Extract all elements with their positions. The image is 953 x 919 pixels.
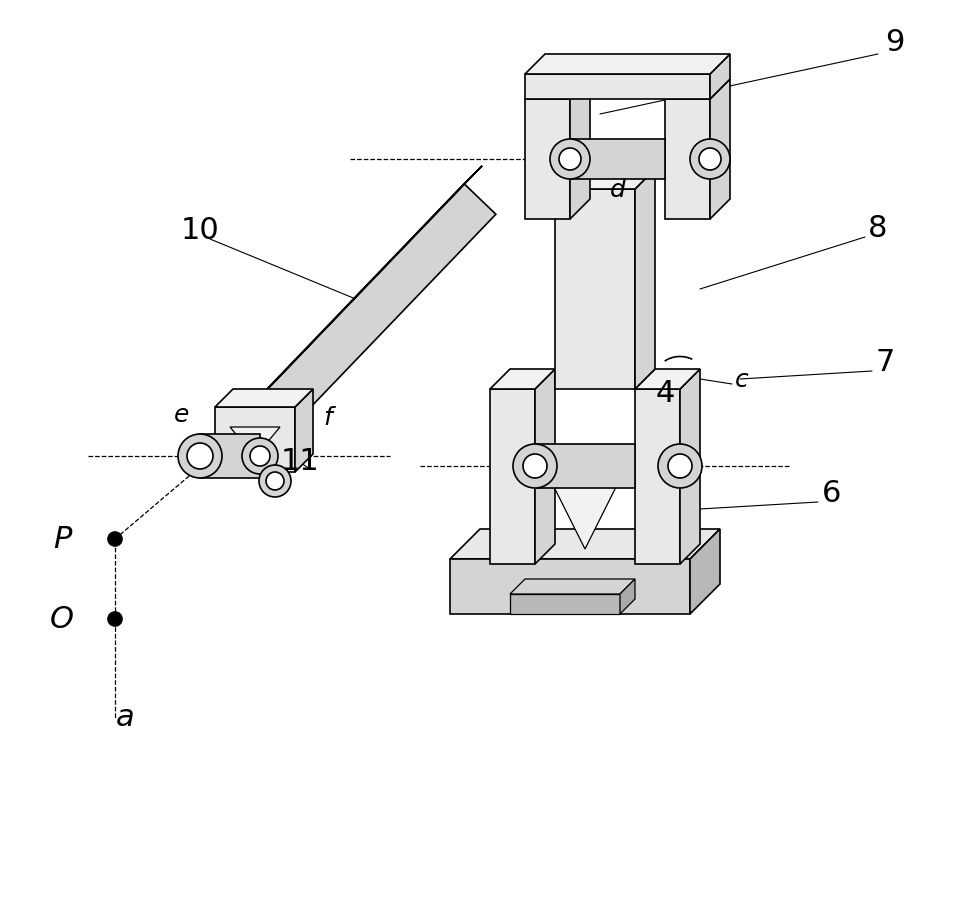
- Circle shape: [108, 532, 122, 547]
- Polygon shape: [490, 390, 535, 564]
- Text: a: a: [115, 703, 134, 732]
- Text: f: f: [323, 405, 332, 429]
- Polygon shape: [539, 460, 629, 550]
- Circle shape: [258, 466, 291, 497]
- Text: 7: 7: [875, 347, 894, 376]
- Polygon shape: [635, 390, 679, 564]
- Polygon shape: [230, 427, 280, 458]
- Polygon shape: [709, 55, 729, 100]
- Polygon shape: [510, 579, 635, 595]
- Polygon shape: [224, 166, 481, 435]
- Polygon shape: [689, 529, 720, 614]
- Text: 10: 10: [180, 215, 219, 244]
- Polygon shape: [214, 390, 313, 407]
- Polygon shape: [664, 100, 709, 220]
- Text: P: P: [52, 525, 71, 554]
- Polygon shape: [635, 369, 700, 390]
- Circle shape: [513, 445, 557, 489]
- Circle shape: [108, 612, 122, 627]
- Polygon shape: [635, 170, 655, 390]
- Polygon shape: [524, 80, 589, 100]
- Text: c: c: [735, 368, 748, 391]
- Polygon shape: [535, 445, 635, 489]
- Circle shape: [550, 140, 589, 180]
- Text: 6: 6: [821, 478, 841, 507]
- Polygon shape: [524, 75, 709, 100]
- Text: O: O: [50, 605, 74, 634]
- Polygon shape: [224, 185, 496, 465]
- Polygon shape: [569, 80, 589, 220]
- Polygon shape: [709, 80, 729, 220]
- Polygon shape: [664, 80, 729, 100]
- Polygon shape: [555, 170, 655, 190]
- Polygon shape: [200, 435, 260, 479]
- Circle shape: [187, 444, 213, 470]
- Polygon shape: [294, 390, 313, 472]
- Text: d: d: [609, 177, 625, 202]
- Polygon shape: [619, 579, 635, 614]
- Circle shape: [699, 149, 720, 171]
- Text: e: e: [174, 403, 190, 426]
- Text: 8: 8: [867, 213, 887, 243]
- Circle shape: [250, 447, 270, 467]
- Polygon shape: [524, 100, 569, 220]
- Circle shape: [658, 445, 701, 489]
- Circle shape: [558, 149, 580, 171]
- Text: 9: 9: [884, 28, 903, 56]
- Polygon shape: [524, 55, 729, 75]
- Polygon shape: [450, 560, 689, 614]
- Polygon shape: [679, 369, 700, 564]
- Text: 4: 4: [655, 378, 674, 407]
- Circle shape: [242, 438, 277, 474]
- Circle shape: [667, 455, 691, 479]
- Polygon shape: [490, 369, 555, 390]
- Polygon shape: [535, 369, 555, 564]
- Text: 11: 11: [280, 447, 319, 476]
- Circle shape: [522, 455, 546, 479]
- Circle shape: [689, 140, 729, 180]
- Polygon shape: [510, 595, 619, 614]
- Polygon shape: [555, 190, 635, 390]
- Polygon shape: [450, 529, 720, 560]
- Polygon shape: [569, 140, 664, 180]
- Circle shape: [266, 472, 284, 491]
- Polygon shape: [214, 407, 294, 472]
- Circle shape: [178, 435, 222, 479]
